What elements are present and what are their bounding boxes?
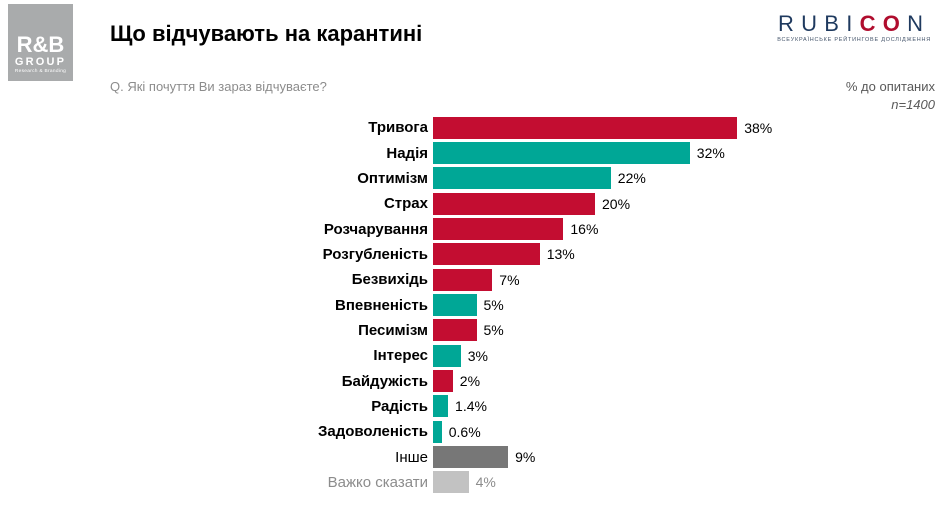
bar: [433, 268, 493, 291]
rubicon-wordmark: RUBICON: [777, 13, 931, 35]
category-label: Радість: [371, 397, 428, 415]
value-label: 1.4%: [455, 398, 487, 415]
value-label: 5%: [483, 322, 504, 339]
category-label: Інше: [395, 448, 428, 466]
category-label: Розгубленість: [322, 245, 428, 263]
category-label: Інтерес: [373, 347, 428, 365]
value-label: 4%: [475, 474, 496, 491]
bar: [433, 471, 469, 494]
category-label: Безвихідь: [351, 271, 428, 289]
percent-note: % до опитаних: [845, 79, 935, 94]
value-label: 9%: [515, 449, 536, 466]
survey-question: Q. Які почуття Ви зараз відчуваєте?: [110, 79, 327, 94]
bar: [433, 344, 461, 367]
bar-row: Інше 9%: [0, 444, 949, 469]
bar-row: Безвихідь 7%: [0, 267, 949, 292]
value-label: 2%: [459, 373, 481, 390]
rubicon-part-red: CO: [859, 11, 908, 36]
value-label: 20%: [602, 195, 631, 212]
bar: [433, 142, 690, 165]
category-label: Впевненість: [335, 296, 428, 314]
rb-group-logo: R&B GROUP Research & Branding: [8, 4, 73, 81]
value-label: 38%: [744, 119, 773, 136]
category-label: Тривога: [368, 119, 428, 137]
bar-row: Тривога 38%: [0, 115, 949, 140]
rubicon-tagline: ВСЕУКРАЇНСЬКЕ РЕЙТИНГОВЕ ДОСЛІДЖЕННЯ: [777, 37, 931, 43]
bar-row: Байдужість 2%: [0, 368, 949, 393]
bar-row: Розчарування 16%: [0, 216, 949, 241]
category-label: Важко сказати: [327, 473, 428, 491]
category-label: Задоволеність: [317, 423, 428, 441]
page-title: Що відчувають на карантині: [110, 21, 423, 46]
category-label: Надія: [386, 144, 428, 162]
sample-size: n=1400: [891, 97, 935, 112]
bar: [433, 167, 611, 190]
category-label: Песимізм: [358, 321, 428, 339]
bar-row: Важко сказати 4%: [0, 470, 949, 495]
value-label: 32%: [696, 145, 725, 162]
bar-row: Страх 20%: [0, 191, 949, 216]
value-label: 3%: [467, 347, 488, 364]
bar-row: Надія 32%: [0, 140, 949, 165]
value-label: 22%: [617, 170, 646, 187]
bar: [433, 319, 477, 342]
bar: [433, 370, 453, 393]
value-label: 13%: [546, 246, 575, 263]
bar: [433, 116, 738, 139]
value-label: 5%: [483, 297, 504, 314]
rubicon-part1: RUBI: [778, 11, 860, 36]
bar: [433, 420, 442, 443]
bar: [433, 294, 477, 317]
category-label: Оптимізм: [357, 169, 428, 187]
rb-logo-text: R&B: [16, 32, 65, 58]
value-label: 7%: [499, 271, 520, 288]
bar-row: Оптимізм 22%: [0, 166, 949, 191]
bar: [433, 446, 509, 469]
bar-row: Розгубленість 13%: [0, 242, 949, 267]
category-label: Байдужість: [341, 372, 428, 390]
rb-logo-subtext: GROUP: [14, 56, 67, 69]
rb-logo-tagline: Research & Branding: [14, 69, 67, 75]
bar-chart: Тривога 38% Надія 32% Оптимізм 22% Страх 20% Роз…: [0, 115, 949, 495]
category-label: Розчарування: [323, 220, 428, 238]
bar-row: Радість 1.4%: [0, 394, 949, 419]
bar: [433, 218, 564, 241]
bar: [433, 243, 540, 266]
bar: [433, 395, 449, 418]
bar-row: Песимізм 5%: [0, 318, 949, 343]
rubicon-logo: RUBICON ВСЕУКРАЇНСЬКЕ РЕЙТИНГОВЕ ДОСЛІДЖ…: [777, 13, 931, 44]
bar-row: Інтерес 3%: [0, 343, 949, 368]
value-label: 16%: [570, 221, 599, 238]
bar: [433, 192, 595, 215]
bar-row: Задоволеність 0.6%: [0, 419, 949, 444]
category-label: Страх: [383, 195, 428, 213]
value-label: 0.6%: [448, 423, 481, 440]
rubicon-part2: N: [907, 11, 931, 36]
bar-row: Впевненість 5%: [0, 292, 949, 317]
